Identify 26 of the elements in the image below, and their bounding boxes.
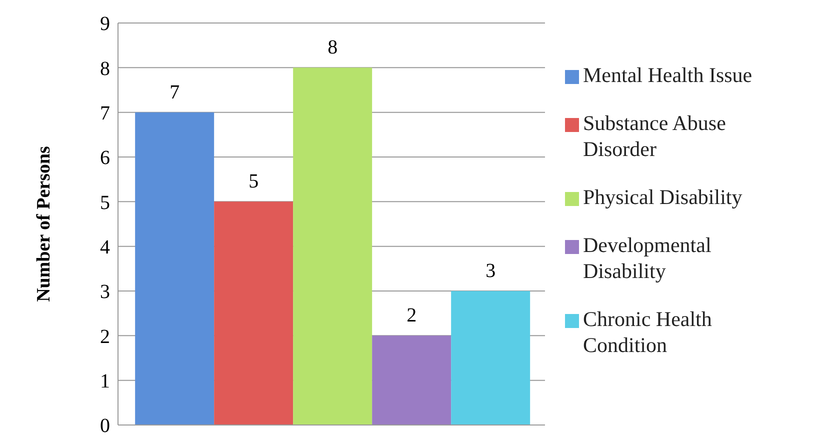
y-tick-label: 0: [100, 415, 110, 438]
data-label: 5: [248, 170, 259, 193]
y-tick-label: 7: [100, 102, 110, 124]
bar: [451, 291, 530, 425]
y-axis-title: Number of Persons: [34, 146, 55, 302]
legend-label: Developmental Disability: [583, 232, 712, 284]
y-tick-label: 3: [100, 281, 110, 304]
data-label: 7: [170, 81, 180, 104]
legend-label: Mental Health Issue: [583, 62, 754, 88]
legend-label: Substance Abuse Disorder: [583, 110, 727, 162]
y-tick-label: 6: [100, 147, 110, 170]
data-label: 8: [328, 36, 338, 59]
y-tick-label: 8: [100, 58, 110, 80]
y-tick-label: 4: [100, 236, 110, 258]
bar: [214, 202, 294, 425]
y-tick-label: 9: [100, 13, 110, 36]
y-tick-label: 2: [100, 326, 110, 348]
bar: [293, 68, 372, 425]
y-tick-label: 5: [100, 192, 110, 214]
data-label: 2: [406, 304, 417, 327]
legend-label: Physical Disability: [583, 184, 744, 210]
y-tick-label: 1: [100, 370, 110, 392]
bar: [372, 336, 452, 425]
data-label: 3: [486, 260, 496, 282]
bar: [135, 112, 214, 425]
legend-label: Chronic Health Condition: [583, 306, 713, 358]
